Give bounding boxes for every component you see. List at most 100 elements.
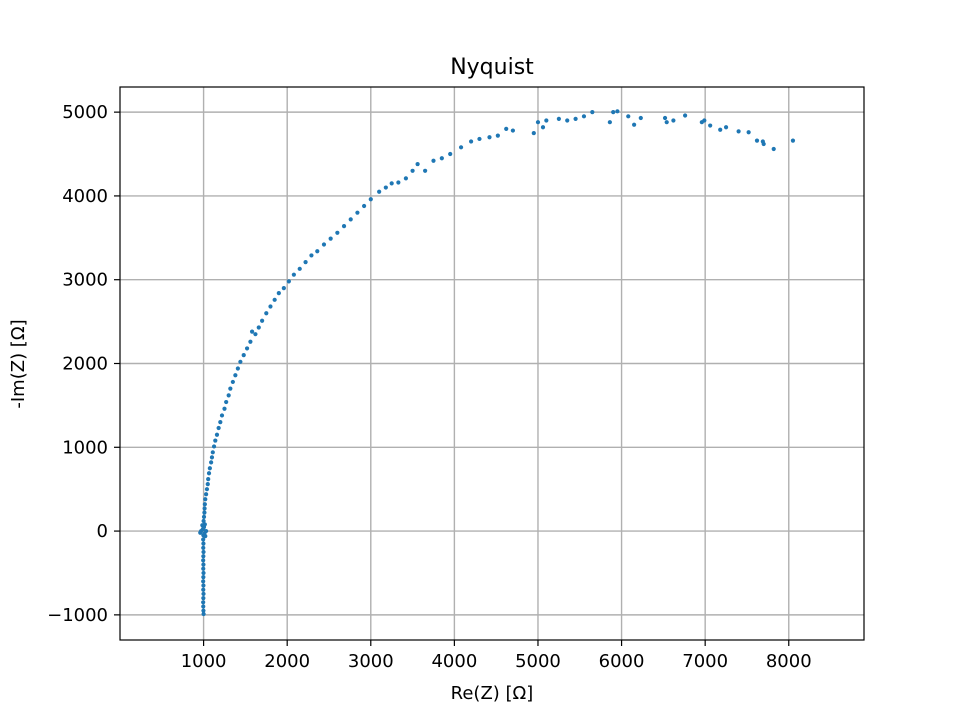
data-point [201, 549, 206, 555]
data-point [201, 541, 206, 546]
data-point [268, 304, 273, 309]
data-point [201, 587, 206, 592]
data-point [615, 109, 620, 114]
data-point [607, 120, 612, 125]
data-point [201, 591, 206, 597]
data-point [205, 482, 210, 487]
data-point [201, 545, 206, 550]
data-point [581, 114, 587, 119]
data-point [201, 596, 206, 601]
data-point [291, 272, 296, 277]
data-point [235, 366, 240, 371]
y-tick-label: 0 [97, 521, 108, 542]
data-point [210, 450, 215, 455]
data-point [556, 116, 561, 121]
data-point [671, 118, 676, 123]
ticks-layer: 1000 2000 3000 4000 5000 6000 7000 8000 −1000 0 10… [47, 102, 812, 672]
data-point [230, 379, 235, 385]
data-point [504, 126, 509, 131]
data-point [203, 534, 208, 539]
y-tick-label: 5000 [62, 102, 108, 123]
data-point [218, 420, 223, 425]
data-point [253, 332, 258, 337]
data-point [248, 339, 253, 344]
data-point [201, 604, 206, 609]
data-point [222, 406, 227, 411]
data-point [377, 189, 382, 194]
y-tick-label: −1000 [47, 605, 108, 626]
data-point [206, 471, 212, 476]
data-point [335, 230, 340, 235]
data-point [207, 466, 212, 471]
x-tick-label: 1000 [181, 651, 227, 672]
data-point [201, 583, 206, 588]
data-point [368, 197, 373, 202]
data-point [264, 311, 269, 316]
data-point [216, 425, 221, 431]
data-point [244, 346, 250, 351]
data-point [213, 438, 218, 443]
data-point [241, 353, 246, 358]
data-point [723, 125, 729, 130]
data-point [544, 118, 549, 123]
data-point [626, 114, 631, 119]
data-point [389, 181, 394, 186]
data-point [746, 130, 751, 135]
data-point [201, 575, 206, 580]
data-point [383, 185, 388, 190]
data-point [495, 133, 500, 138]
data-point [238, 359, 243, 364]
data-point [683, 113, 688, 118]
x-tick-label: 3000 [348, 651, 394, 672]
data-point [201, 514, 207, 519]
data-point [423, 168, 428, 173]
x-axis-label: Re(Z) [Ω] [451, 683, 534, 704]
data-point [662, 115, 668, 121]
y-axis-label: -Im(Z) [Ω] [8, 319, 29, 408]
data-point [204, 487, 210, 492]
data-point [439, 156, 444, 161]
data-point [201, 570, 206, 576]
data-point [201, 608, 206, 613]
data-point [708, 123, 713, 128]
data-point [736, 129, 741, 134]
data-point [702, 118, 707, 123]
data-point [201, 562, 206, 567]
data-point [303, 260, 308, 265]
data-point [202, 506, 207, 511]
data-point [201, 579, 206, 584]
data-point [297, 266, 302, 271]
data-point [510, 128, 515, 133]
data-point [540, 125, 546, 130]
data-point [664, 120, 669, 125]
data-point [448, 151, 453, 157]
data-point [531, 130, 536, 136]
data-point [260, 318, 265, 323]
y-tick-label: 4000 [62, 186, 108, 207]
data-point [361, 203, 367, 209]
data-point [410, 168, 415, 173]
data-point [487, 135, 492, 140]
data-point [321, 242, 327, 247]
data-point [754, 138, 760, 143]
y-tick-label: 2000 [62, 354, 108, 375]
data-point [431, 158, 436, 163]
data-point [201, 554, 206, 559]
data-point [771, 146, 776, 152]
data-point [204, 492, 209, 497]
data-point [224, 399, 229, 405]
data-point [201, 600, 206, 605]
x-tick-label: 5000 [515, 651, 561, 672]
data-point [638, 115, 643, 121]
data-point [272, 297, 277, 302]
x-tick-label: 8000 [766, 651, 812, 672]
data-point [415, 161, 420, 167]
data-point [790, 138, 796, 143]
data-point [458, 145, 464, 150]
data-point [256, 325, 261, 330]
data-point [590, 110, 595, 115]
data-point [203, 497, 208, 502]
data-point [761, 141, 766, 147]
